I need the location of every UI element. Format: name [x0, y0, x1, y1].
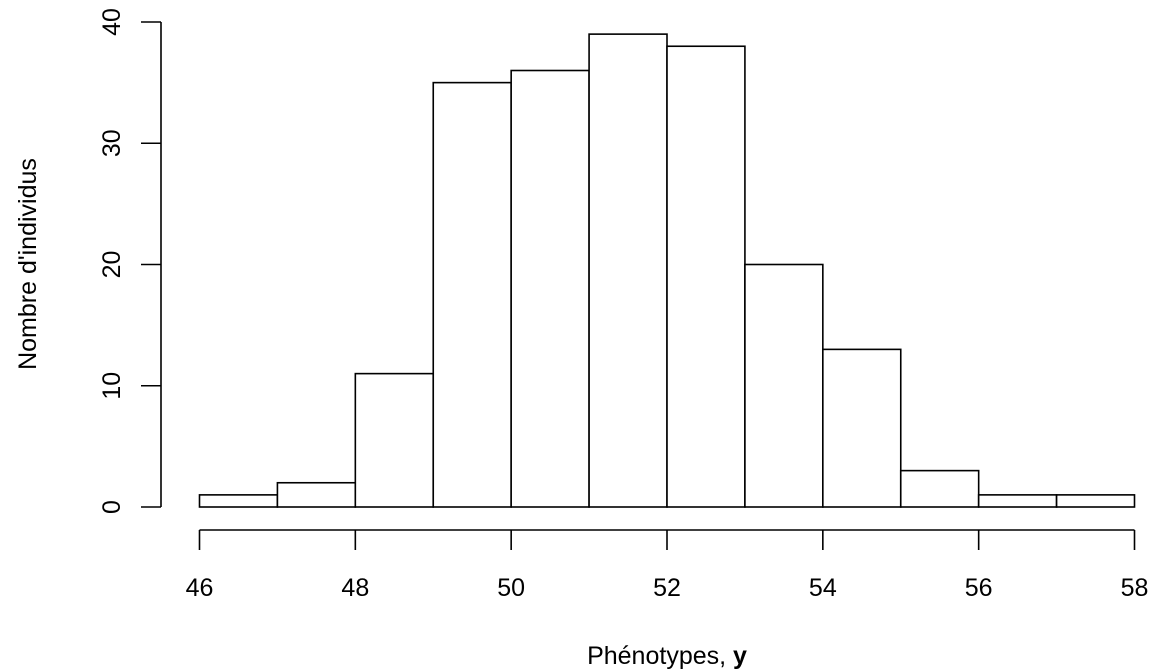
x-tick-label: 52: [653, 574, 681, 602]
histogram-bar: [354, 372, 435, 508]
x-tick-label: 54: [809, 574, 837, 602]
x-axis-title: Phénotypes, y: [587, 642, 747, 670]
x-tick-label: 50: [497, 574, 525, 602]
histogram-bar: [666, 45, 746, 508]
histogram-bar: [1055, 494, 1136, 508]
y-axis-title: Nombre d'individus: [14, 158, 42, 370]
histogram-bar: [276, 481, 357, 508]
y-tick-label: 10: [98, 372, 126, 400]
x-tick-label: 46: [186, 574, 214, 602]
y-tick-label: 20: [98, 251, 126, 279]
x-tick-label: 58: [1121, 574, 1149, 602]
y-tick-label: 40: [98, 8, 126, 36]
histogram-bar: [432, 81, 512, 508]
x-tick-label: 48: [341, 574, 369, 602]
histogram-bar: [744, 263, 824, 508]
histogram-bar: [510, 69, 590, 508]
histogram-bar: [899, 469, 980, 508]
histogram-bar: [977, 494, 1058, 508]
y-axis: 0 10 20 30 40: [98, 8, 162, 514]
bars-group: [198, 33, 1136, 508]
x-axis: 46 48 50 52 54 56 58: [186, 529, 1149, 602]
x-tick-label: 56: [965, 574, 993, 602]
y-tick-label: 0: [98, 500, 126, 514]
histogram-bar: [822, 348, 902, 508]
histogram-bar: [588, 33, 668, 508]
histogram-bar: [198, 494, 279, 508]
y-tick-label: 30: [98, 129, 126, 157]
